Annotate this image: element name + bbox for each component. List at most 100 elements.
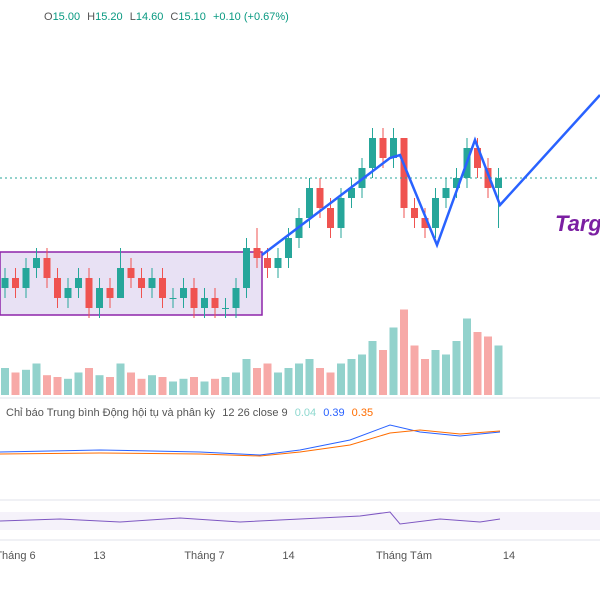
candle-body [369, 138, 376, 168]
macd-name: Chỉ báo Trung bình Động hội tụ và phân k… [6, 407, 216, 419]
volume-bar [74, 372, 83, 395]
candle-body [12, 278, 19, 288]
pattern-line [261, 94, 600, 256]
candle-body [180, 288, 187, 298]
volume-bar [148, 375, 156, 395]
candle-body [232, 288, 240, 308]
macd-value: 0.04 [295, 407, 316, 419]
volume-bar [442, 354, 450, 395]
candle-body [306, 188, 313, 218]
candle-body [43, 258, 51, 278]
volume-bar [484, 336, 492, 395]
macd-legend: Chỉ báo Trung bình Động hội tụ và phân k… [6, 407, 373, 419]
volume-bar [200, 381, 209, 395]
signal-line [0, 429, 501, 457]
candle-body [442, 188, 450, 198]
volume-bar [253, 368, 261, 395]
volume-bar [64, 378, 72, 395]
volume-bar [85, 368, 93, 395]
x-axis-label: 14 [282, 550, 294, 562]
candle-body [222, 308, 229, 309]
volume-bar [158, 377, 167, 395]
candle-body [390, 138, 397, 158]
candle-body [421, 218, 429, 228]
ohlc-value: 15.20 [95, 11, 123, 23]
ohlc-value: 14.60 [136, 11, 164, 23]
candle-body [432, 198, 439, 228]
candle-body [337, 198, 345, 228]
volume-bar [358, 354, 366, 395]
volume-bar [137, 378, 146, 395]
volume-bar [389, 327, 398, 395]
volume-bar [316, 368, 324, 395]
rsi-band [0, 512, 600, 530]
candle-body [243, 248, 250, 288]
candle-body [474, 148, 481, 168]
x-axis-label: 14 [503, 550, 515, 562]
candle-body [327, 208, 334, 228]
volume-bar [452, 341, 461, 395]
ohlc-value: 15.00 [53, 11, 81, 23]
candle-body [64, 288, 72, 298]
volume-bar [169, 381, 177, 395]
candle-body [211, 298, 219, 308]
x-axis-label: Tháng 6 [0, 550, 36, 562]
volume-bar [32, 363, 41, 395]
candle-body [96, 288, 103, 308]
volume-bar [463, 318, 471, 395]
candle-body [495, 178, 502, 188]
volume-bar [221, 377, 230, 395]
candle-body [453, 178, 460, 188]
candle-body [264, 258, 271, 268]
volume-bar [190, 377, 198, 395]
volume-bar [274, 372, 282, 395]
x-axis-label: Tháng 7 [184, 550, 224, 562]
x-axis-label: Tháng Tám [376, 550, 432, 562]
volume-bar [106, 377, 114, 395]
volume-bar [95, 375, 104, 395]
candle-body [484, 168, 492, 188]
ohlc-key: L [130, 11, 136, 23]
volume-bar [284, 368, 293, 395]
candle-body [285, 238, 292, 258]
volume-bar [400, 309, 408, 395]
candle-body [85, 278, 93, 308]
volume-bar [295, 363, 303, 395]
candle-body [274, 258, 282, 268]
candle-body [159, 278, 166, 298]
candle-body [54, 278, 61, 298]
volume-bar [232, 372, 240, 395]
volume-bar [1, 368, 9, 395]
volume-bar [337, 363, 345, 395]
volume-bar [305, 359, 314, 395]
candle-body [400, 138, 408, 208]
macd-line [0, 424, 501, 456]
volume-bar [211, 378, 219, 395]
candle-body [348, 188, 355, 198]
candle-body [316, 188, 324, 208]
candles [0, 128, 600, 395]
candle-body [253, 248, 261, 258]
candle-body [169, 298, 177, 299]
volume-bar [11, 372, 20, 395]
candle-body [190, 288, 198, 308]
ohlc-value: 15.10 [178, 11, 206, 23]
volume-bar [326, 372, 335, 395]
candle-body [127, 268, 135, 278]
volume-bar [410, 345, 419, 395]
x-axis-label: 13 [93, 550, 105, 562]
ohlc-header: O15.00 H15.20 L14.60 C15.10 +0.10 (+0.67… [44, 11, 289, 23]
rsi-line [0, 511, 501, 525]
volume-bar [53, 377, 62, 395]
candle-body [148, 278, 156, 288]
x-axis: Tháng 6 13 Tháng 7 14 Tháng Tám 14 [0, 550, 515, 562]
candle-body [201, 298, 208, 308]
macd-params: 12 26 close 9 [222, 407, 287, 419]
macd-value: 0.39 [323, 407, 344, 419]
volume-bar [263, 363, 272, 395]
candle-body [379, 138, 387, 158]
volume-bar [379, 350, 387, 395]
target-annotation: Targ [555, 211, 600, 236]
volume-bar [242, 359, 251, 395]
